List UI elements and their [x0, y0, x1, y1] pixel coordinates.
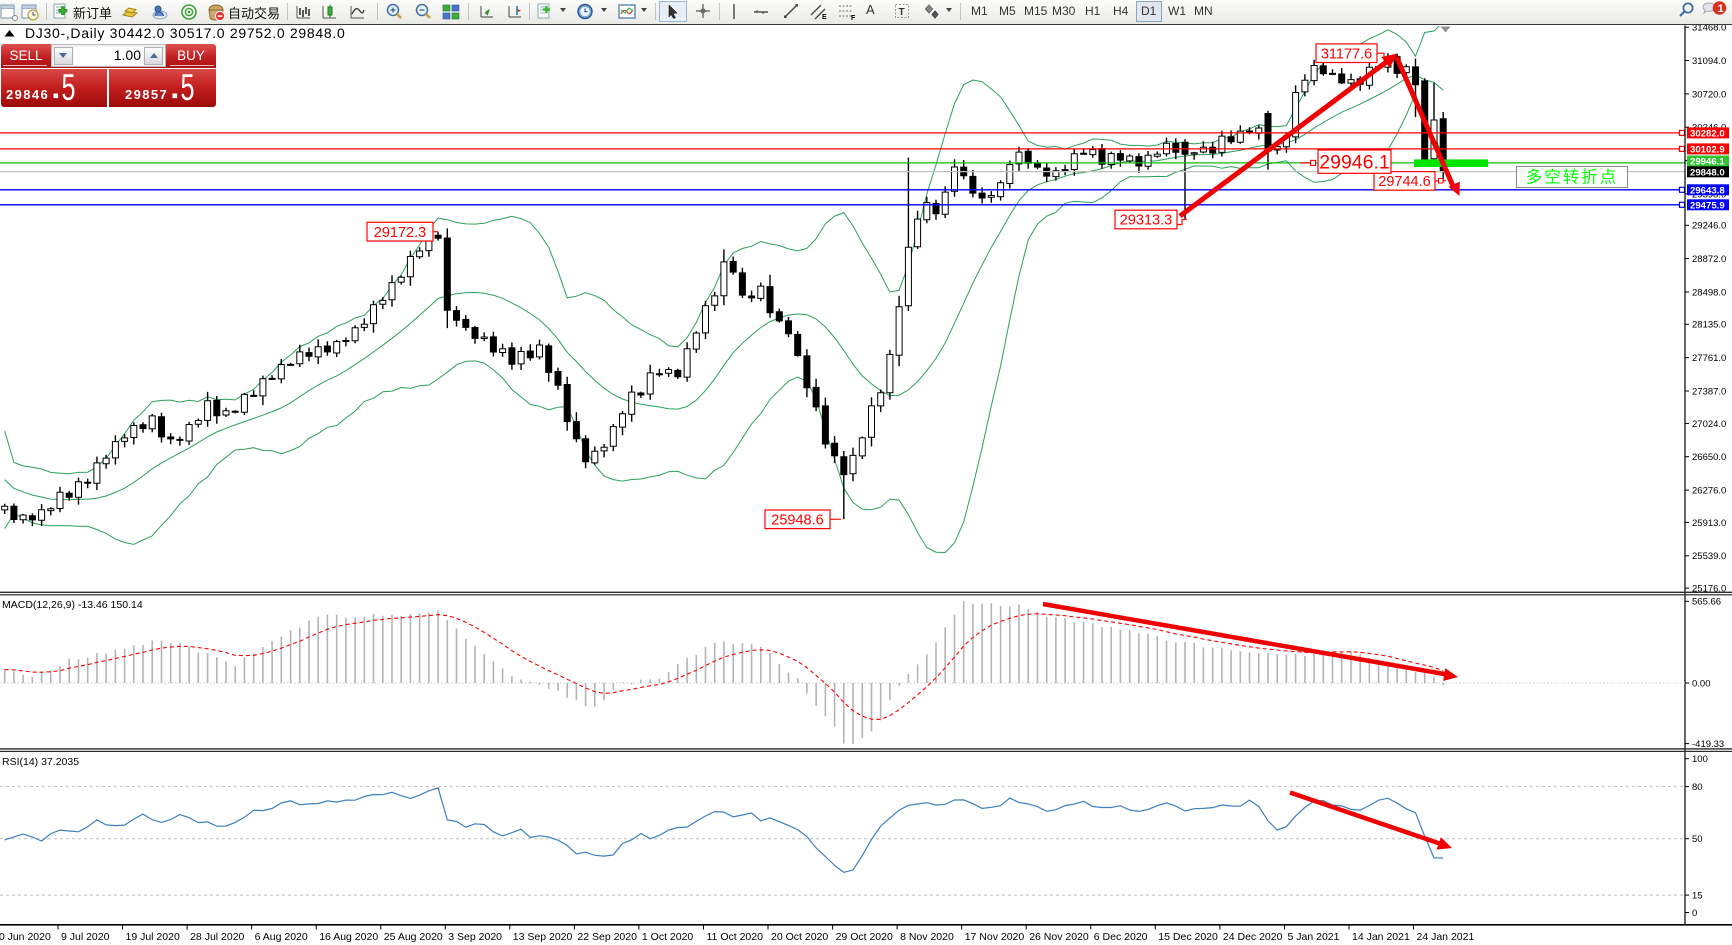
- svg-text:20 Oct 2020: 20 Oct 2020: [771, 931, 828, 943]
- svg-text:E: E: [822, 14, 827, 21]
- svg-text:5: 5: [181, 66, 195, 107]
- svg-text:24 Jan 2021: 24 Jan 2021: [1417, 931, 1475, 943]
- svg-text:29857: 29857: [125, 87, 168, 102]
- svg-text:31094.0: 31094.0: [1692, 56, 1726, 67]
- svg-text:1 Oct 2020: 1 Oct 2020: [642, 931, 694, 943]
- svg-text:29 Oct 2020: 29 Oct 2020: [836, 931, 893, 943]
- svg-text:27761.0: 27761.0: [1692, 353, 1726, 364]
- svg-text:22 Sep 2020: 22 Sep 2020: [577, 931, 637, 943]
- svg-text:29846: 29846: [6, 87, 49, 102]
- svg-text:28135.0: 28135.0: [1692, 320, 1726, 331]
- svg-text:25539.0: 25539.0: [1692, 551, 1726, 562]
- svg-text:14 Jan 2021: 14 Jan 2021: [1352, 931, 1410, 943]
- svg-text:565.66: 565.66: [1692, 597, 1721, 608]
- svg-text:25948.6: 25948.6: [771, 513, 823, 529]
- svg-text:17 Nov 2020: 17 Nov 2020: [965, 931, 1025, 943]
- svg-text:F: F: [851, 15, 856, 22]
- svg-text:8 Nov 2020: 8 Nov 2020: [900, 931, 954, 943]
- svg-text:30 Jun 2020: 30 Jun 2020: [0, 931, 51, 943]
- svg-text:0: 0: [1692, 908, 1697, 919]
- svg-text:31468.0: 31468.0: [1692, 23, 1726, 34]
- svg-text:28872.0: 28872.0: [1692, 254, 1726, 265]
- svg-text:24 Dec 2020: 24 Dec 2020: [1223, 931, 1283, 943]
- svg-text:29848.0: 29848.0: [1690, 167, 1725, 178]
- svg-text:29946.1: 29946.1: [1319, 152, 1390, 174]
- svg-text:31177.6: 31177.6: [1321, 46, 1372, 62]
- svg-text:16 Aug 2020: 16 Aug 2020: [319, 931, 378, 943]
- svg-text:T: T: [899, 7, 905, 18]
- svg-text:25 Aug 2020: 25 Aug 2020: [384, 931, 443, 943]
- svg-text:29946.1: 29946.1: [1690, 157, 1725, 168]
- svg-text:29172.3: 29172.3: [374, 225, 426, 241]
- svg-text:11 Oct 2020: 11 Oct 2020: [707, 931, 764, 943]
- svg-text:28498.0: 28498.0: [1692, 287, 1726, 298]
- svg-text:DJ30-,Daily 30442.0 30517.0 2: DJ30-,Daily 30442.0 30517.0 29752.0 2984…: [25, 25, 345, 41]
- svg-text:5: 5: [62, 66, 76, 107]
- svg-text:29246.0: 29246.0: [1692, 221, 1726, 232]
- svg-text:100: 100: [1692, 754, 1708, 765]
- svg-text:RSI(14) 37.2035: RSI(14) 37.2035: [2, 756, 79, 768]
- svg-text:6 Aug 2020: 6 Aug 2020: [255, 931, 308, 943]
- svg-text:26 Nov 2020: 26 Nov 2020: [1029, 931, 1089, 943]
- svg-text:30282.0: 30282.0: [1690, 129, 1725, 140]
- svg-text:26650.0: 26650.0: [1692, 452, 1726, 463]
- svg-text:28 Jul 2020: 28 Jul 2020: [190, 931, 244, 943]
- svg-text:80: 80: [1692, 782, 1703, 793]
- svg-text:6 Dec 2020: 6 Dec 2020: [1094, 931, 1148, 943]
- svg-text:27387.0: 27387.0: [1692, 386, 1726, 397]
- svg-text:13 Sep 2020: 13 Sep 2020: [513, 931, 573, 943]
- svg-text:3 Sep 2020: 3 Sep 2020: [448, 931, 502, 943]
- svg-text:5 Jan 2021: 5 Jan 2021: [1288, 931, 1340, 943]
- svg-text:19 Jul 2020: 19 Jul 2020: [126, 931, 180, 943]
- svg-text:15: 15: [1692, 891, 1703, 902]
- svg-text:-419.33: -419.33: [1692, 739, 1724, 750]
- svg-text:1: 1: [1718, 3, 1724, 15]
- svg-text:9 Jul 2020: 9 Jul 2020: [61, 931, 110, 943]
- svg-text:29475.9: 29475.9: [1690, 200, 1725, 211]
- svg-text:50: 50: [1692, 834, 1703, 845]
- svg-text:多空转折点: 多空转折点: [1526, 168, 1619, 187]
- svg-text:MACD(12,26,9) -13.46 150.14: MACD(12,26,9) -13.46 150.14: [2, 599, 143, 611]
- svg-text:29643.8: 29643.8: [1690, 185, 1725, 196]
- svg-text:25176.0: 25176.0: [1692, 584, 1726, 595]
- svg-text:30102.9: 30102.9: [1690, 145, 1725, 156]
- svg-text:0.00: 0.00: [1692, 678, 1711, 689]
- svg-text:25913.0: 25913.0: [1692, 518, 1726, 529]
- svg-text:27024.0: 27024.0: [1692, 419, 1726, 430]
- svg-text:30720.0: 30720.0: [1692, 89, 1726, 100]
- svg-text:15 Dec 2020: 15 Dec 2020: [1158, 931, 1218, 943]
- svg-text:29744.6: 29744.6: [1378, 174, 1430, 190]
- svg-text:26276.0: 26276.0: [1692, 486, 1726, 497]
- svg-text:29313.3: 29313.3: [1120, 213, 1172, 229]
